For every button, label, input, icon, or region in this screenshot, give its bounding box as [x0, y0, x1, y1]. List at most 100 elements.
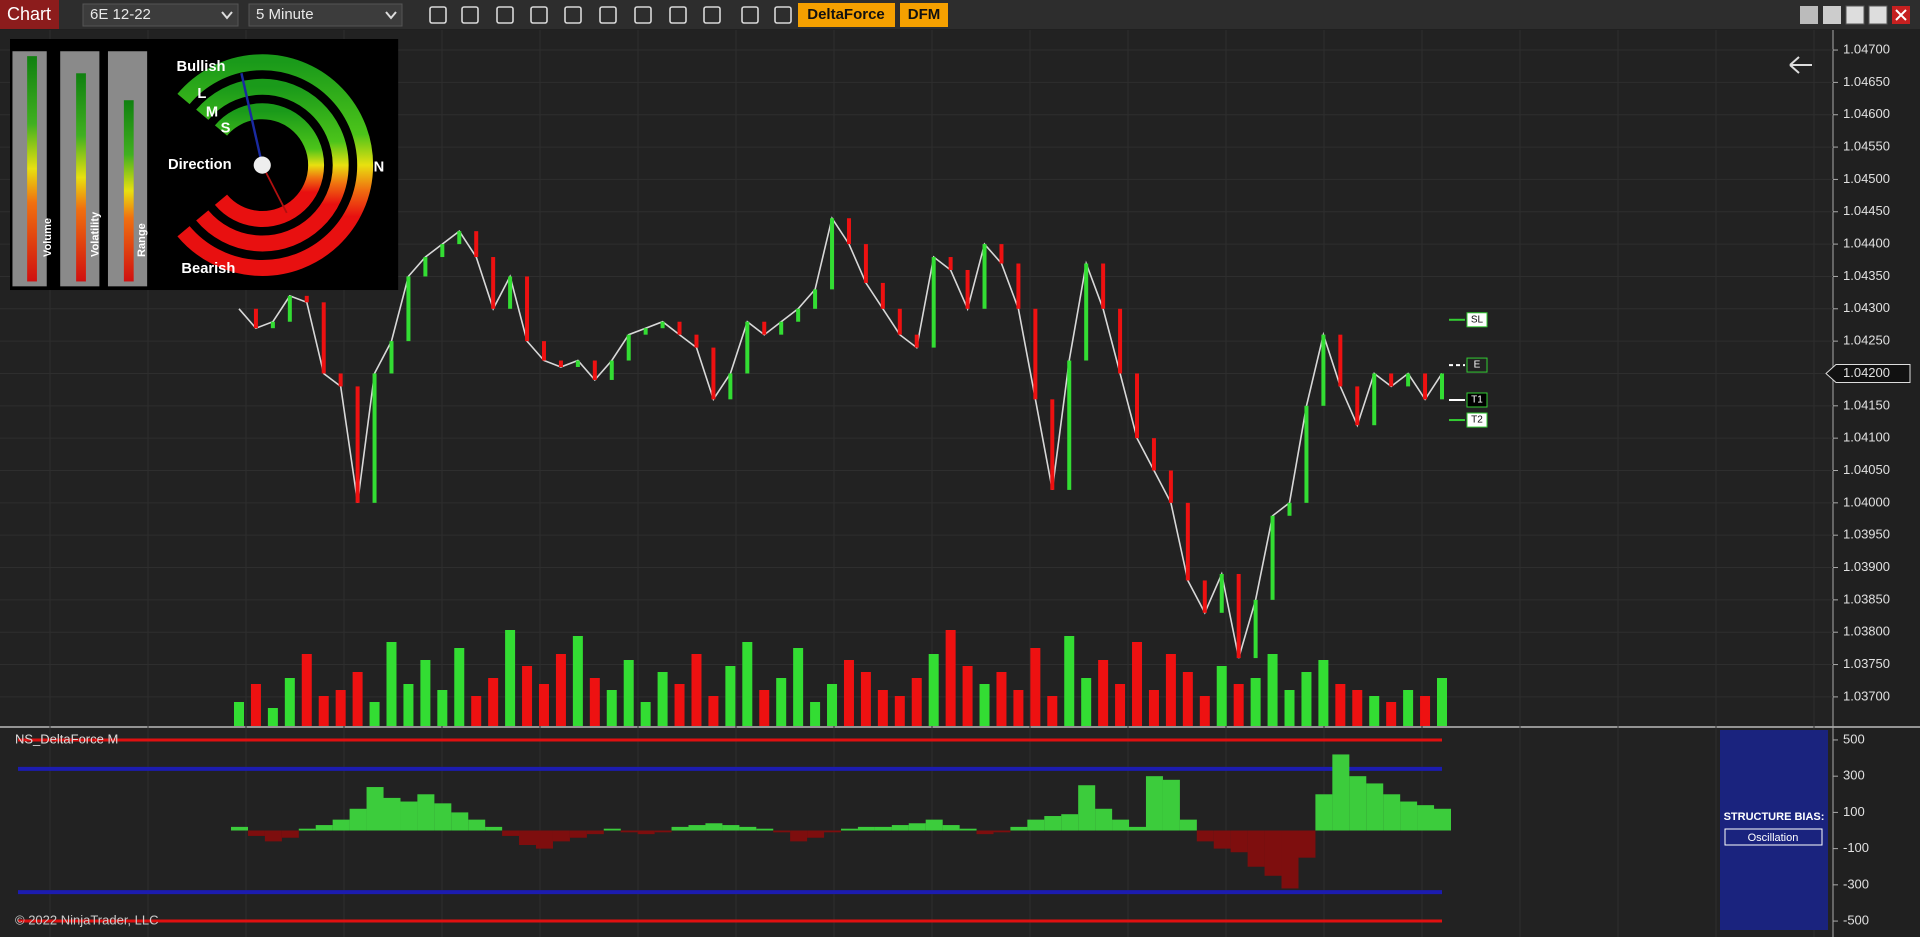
volume-bar	[403, 684, 414, 726]
copyright: © 2022 NinjaTrader, LLC	[15, 912, 159, 927]
deltaforce-button[interactable]	[798, 3, 895, 27]
structure-bias-title: STRUCTURE BIAS:	[1724, 811, 1825, 823]
histogram-bar	[1281, 830, 1299, 889]
y-tick-label: 1.04250	[1843, 333, 1890, 348]
meter-label: Volume	[42, 218, 54, 257]
volume-bar	[488, 678, 499, 726]
volume-bar	[1250, 678, 1261, 726]
candle	[355, 386, 360, 503]
candle	[1423, 373, 1428, 400]
window-button[interactable]	[1823, 6, 1841, 24]
candle	[677, 321, 682, 335]
volume-bar	[1318, 660, 1329, 726]
indicator-title: NS_DeltaForce M	[15, 731, 118, 746]
candle	[1236, 573, 1241, 659]
volume-bar	[471, 696, 482, 726]
interval-label: 5 Minute	[256, 6, 314, 23]
y-tick-label: -100	[1843, 840, 1869, 855]
price-plot: SL E T1 T2 1.04200	[234, 216, 1911, 726]
y-tick-label: 1.04700	[1843, 41, 1890, 56]
candle	[813, 289, 818, 309]
histogram-bar	[569, 830, 587, 838]
meter-label: Range	[136, 223, 148, 257]
histogram-bar	[959, 828, 977, 831]
volume-bar	[1403, 690, 1414, 726]
candle	[863, 244, 868, 283]
gauge-label: Direction	[168, 157, 232, 173]
y-tick-label: 1.03700	[1843, 688, 1890, 703]
back-arrow[interactable]	[1789, 56, 1812, 74]
trade-level-label: E	[1474, 360, 1481, 371]
dfm-button[interactable]	[900, 3, 948, 27]
histogram-bar	[535, 830, 553, 849]
meter-scale	[27, 56, 37, 282]
trade-level-label: T2	[1471, 415, 1483, 426]
histogram-bar	[790, 830, 808, 842]
volume-bar	[742, 642, 753, 726]
tool-icon	[564, 6, 582, 24]
candle	[1304, 405, 1309, 503]
volume-bar	[1233, 684, 1244, 726]
histogram-bar	[417, 794, 435, 831]
indicator-plot: 500 300 100 -100 -300 -500	[18, 731, 1869, 927]
candle	[1101, 263, 1106, 309]
ring	[196, 78, 349, 252]
candle	[711, 347, 716, 400]
histogram-bar	[1061, 814, 1079, 831]
tool-icon	[703, 6, 721, 24]
volume-bar	[657, 672, 668, 726]
volume-bar	[505, 630, 516, 726]
candle	[830, 218, 835, 290]
instrument-select[interactable]	[82, 3, 239, 27]
y-tick-label: 1.04050	[1843, 462, 1890, 477]
volume-bar	[284, 678, 295, 726]
candle	[1050, 399, 1055, 490]
histogram-bar	[468, 819, 486, 831]
candle	[1440, 373, 1444, 400]
candle	[1185, 502, 1190, 581]
y-tick-label: 500	[1843, 731, 1865, 746]
candle	[965, 269, 970, 309]
maximize-button[interactable]	[1868, 5, 1888, 25]
trade-level-box	[1466, 412, 1488, 428]
y-tick-label: 1.04600	[1843, 106, 1890, 121]
gauge-label: Bearish	[181, 261, 235, 277]
needle-hub	[253, 156, 271, 174]
volume-bar	[572, 636, 583, 726]
histogram-bar	[1095, 808, 1113, 831]
volume-bar	[606, 690, 617, 726]
y-tick-label: 1.04500	[1843, 171, 1890, 186]
volume-bar	[945, 630, 956, 726]
histogram-bar	[688, 825, 706, 831]
volume-bar	[911, 678, 922, 726]
window-button[interactable]	[1800, 6, 1818, 24]
gauge-label: Bullish	[177, 59, 226, 75]
interval-select[interactable]	[248, 3, 403, 27]
histogram-bar	[824, 830, 842, 833]
y-tick-label: 1.04100	[1843, 430, 1890, 445]
candle	[1253, 599, 1258, 659]
volume-bar	[250, 684, 261, 726]
histogram-bar	[1230, 830, 1248, 853]
histogram-bar	[1247, 830, 1265, 867]
y-tick-label: 1.03900	[1843, 559, 1890, 574]
volume-bar	[1420, 696, 1431, 726]
volume-bar	[1013, 690, 1024, 726]
candle	[880, 282, 885, 309]
meter-label: Volatility	[90, 211, 102, 257]
histogram-bar	[925, 819, 943, 831]
candle	[1067, 360, 1072, 490]
volume-bar	[776, 678, 787, 726]
volume-bar	[708, 696, 719, 726]
structure-bias-value-box	[1724, 828, 1823, 846]
candle	[1270, 515, 1275, 600]
histogram-bar	[1145, 776, 1163, 831]
histogram-bar	[451, 812, 469, 831]
chart-tab[interactable]	[0, 0, 59, 29]
volume-bar	[725, 666, 736, 726]
minimize-button[interactable]	[1845, 5, 1865, 25]
candle	[253, 308, 258, 329]
histogram-bar	[807, 830, 825, 838]
histogram-bar	[722, 825, 740, 831]
histogram-bar	[1366, 783, 1384, 831]
